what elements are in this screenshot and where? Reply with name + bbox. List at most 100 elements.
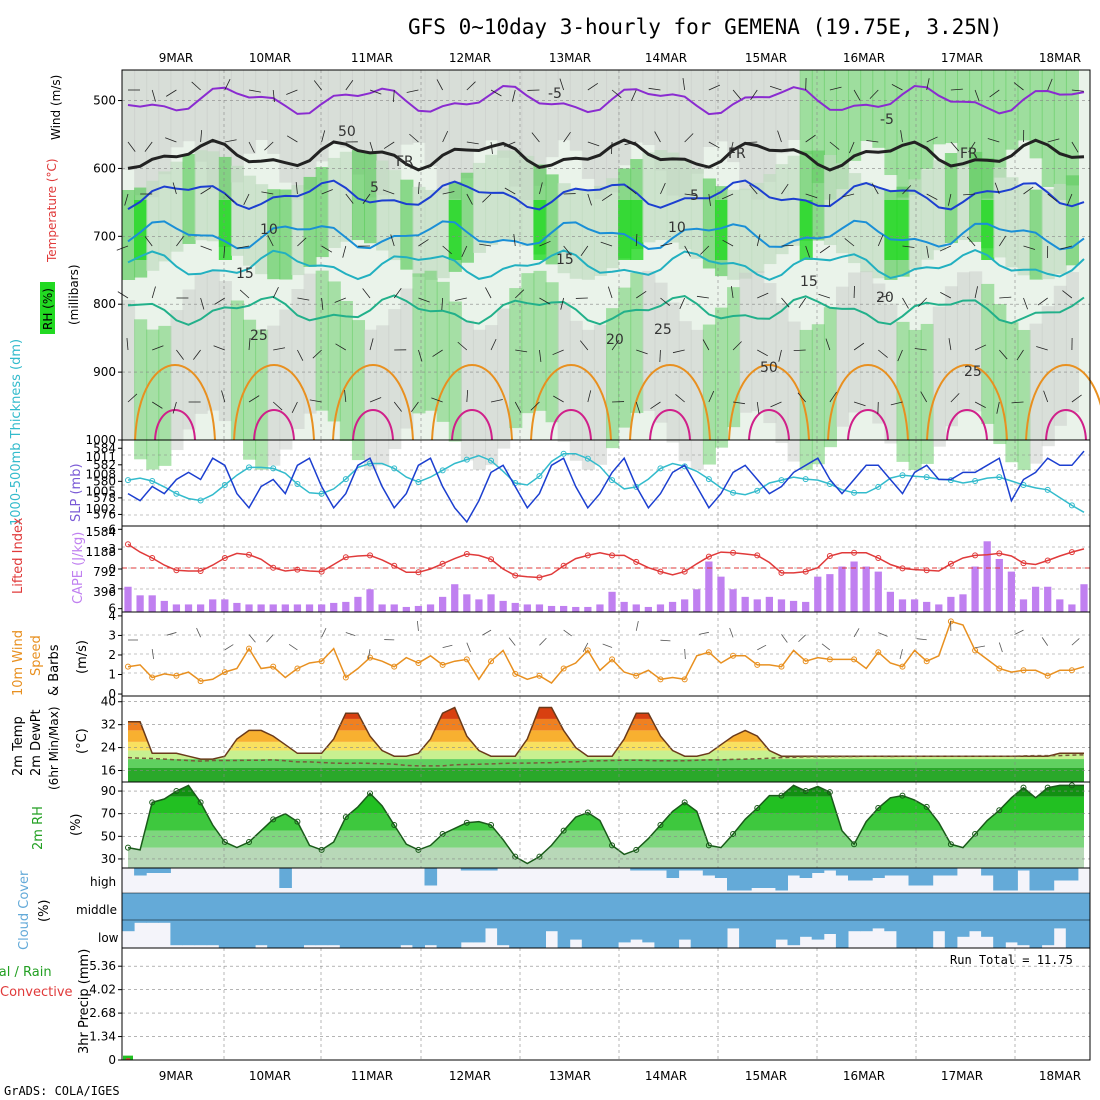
wind-speed-line-marker — [512, 670, 519, 677]
rh-band — [194, 70, 208, 162]
cape-bar — [584, 606, 592, 612]
cape-tick-label: 1584 — [85, 525, 116, 539]
precip-bars — [123, 1055, 133, 1060]
cape-bar — [572, 606, 580, 612]
cloud-bar-middle — [642, 893, 655, 920]
rh-band — [581, 70, 595, 179]
rh-band — [206, 270, 220, 411]
lifted-index-line-marker — [391, 562, 398, 569]
cape-bar — [330, 602, 338, 612]
rh-band — [896, 200, 910, 260]
cloud-bar-low — [569, 920, 583, 940]
rh-legend-swatch — [40, 282, 55, 334]
thickness-line-marker — [1068, 502, 1075, 509]
cape-bar — [971, 566, 979, 612]
wind-speed-line — [127, 620, 1085, 684]
rh-band — [255, 184, 269, 275]
wind-barb — [587, 141, 600, 147]
cloud-bar-high — [848, 868, 861, 881]
thickness-line-marker — [488, 457, 495, 464]
rh-band — [848, 173, 862, 264]
rh-band — [727, 70, 741, 163]
precip-tick-label: 0 — [108, 1053, 116, 1067]
wind-barb — [998, 349, 1008, 360]
wind-barb — [700, 245, 710, 255]
rh-line-marker — [342, 814, 349, 821]
thickness-line-marker — [730, 489, 737, 496]
wind-barb — [798, 634, 806, 643]
wind-barb — [432, 349, 443, 357]
thickness-line-marker — [609, 477, 616, 484]
wind-barb — [334, 297, 346, 303]
cloud-bar-middle — [1053, 893, 1067, 920]
contour-label: FR — [396, 154, 414, 170]
wind-barb — [926, 245, 929, 258]
wind-barb — [781, 297, 790, 308]
lifted-index-line-marker — [584, 552, 591, 559]
wind-barb — [732, 341, 742, 351]
contour-line — [127, 219, 1085, 251]
pressure-tick-label: 700 — [93, 229, 116, 243]
dewpoint-line — [127, 754, 1085, 767]
wind-barb — [660, 182, 666, 195]
rh-band — [557, 302, 571, 443]
lifted-index-line-marker — [149, 554, 156, 561]
rh-band — [678, 159, 692, 250]
cloud-bar-low — [218, 920, 232, 948]
temperature-contours — [127, 84, 1100, 441]
rh2m-units: (%) — [69, 814, 84, 837]
wind-speed-line — [125, 618, 1085, 685]
wind-barb — [552, 349, 564, 356]
wind-barb — [563, 245, 572, 256]
contour-30-lobe — [154, 409, 196, 441]
lifted-index-line — [125, 541, 1085, 581]
wind-barb — [587, 193, 592, 206]
wind-speed-line-marker — [681, 676, 688, 683]
wind-barb — [1037, 297, 1048, 306]
rh-band — [835, 70, 850, 190]
wind-barb — [1011, 401, 1024, 404]
contour-label: 20 — [876, 290, 894, 306]
lifted-index-line-marker — [947, 560, 954, 567]
wind-barb — [466, 193, 473, 205]
lifted-index-line-marker — [923, 567, 930, 574]
contour-line — [127, 138, 1085, 172]
lifted-index-line-marker — [536, 574, 543, 581]
wind-barb — [504, 187, 516, 195]
wind-speed-line-marker — [851, 656, 858, 663]
rh-band — [569, 188, 583, 279]
cloud-bar-middle — [799, 893, 813, 920]
wind-axis-label: Wind (m/s) — [49, 75, 63, 140]
precip-axis: 5.36 4.02 2.68 1.34 0 — [89, 959, 122, 1067]
cape-bar — [620, 601, 628, 612]
wind-barb — [369, 338, 374, 351]
cloud-bar-high — [279, 868, 292, 888]
cloud-bar-middle — [763, 893, 776, 920]
contour-label: -5 — [548, 86, 562, 102]
cape-bar — [802, 601, 810, 612]
thickness-tick-label: 580 — [93, 474, 116, 488]
cloud-bar-low — [1005, 920, 1018, 943]
lifted-index-tick-label: -3 — [104, 542, 116, 556]
date-label-top: 10MAR — [249, 51, 291, 65]
rh-band — [872, 70, 886, 148]
wind-barb — [842, 193, 855, 198]
thickness-tick-label: 584 — [93, 441, 116, 455]
rh-band — [775, 164, 789, 255]
wind-barb — [369, 141, 374, 154]
rh-band — [763, 70, 777, 182]
rh-band — [630, 70, 644, 143]
date-label-bottom: 17MAR — [941, 1069, 983, 1083]
cloud-bar-middle — [194, 893, 208, 920]
wind-barb — [442, 130, 449, 143]
slp-line — [127, 450, 1085, 524]
wind-barb — [295, 182, 298, 195]
pressure-axis: 500 600 700 800 900 1000 — [85, 94, 122, 447]
wind-speed-line-marker — [125, 663, 131, 670]
precip-tick-label: 4.02 — [89, 983, 116, 997]
wind-barb — [261, 191, 274, 195]
wind-barb — [998, 235, 1007, 247]
cloud-bar-low — [593, 920, 607, 948]
wind-barb — [1047, 138, 1060, 143]
